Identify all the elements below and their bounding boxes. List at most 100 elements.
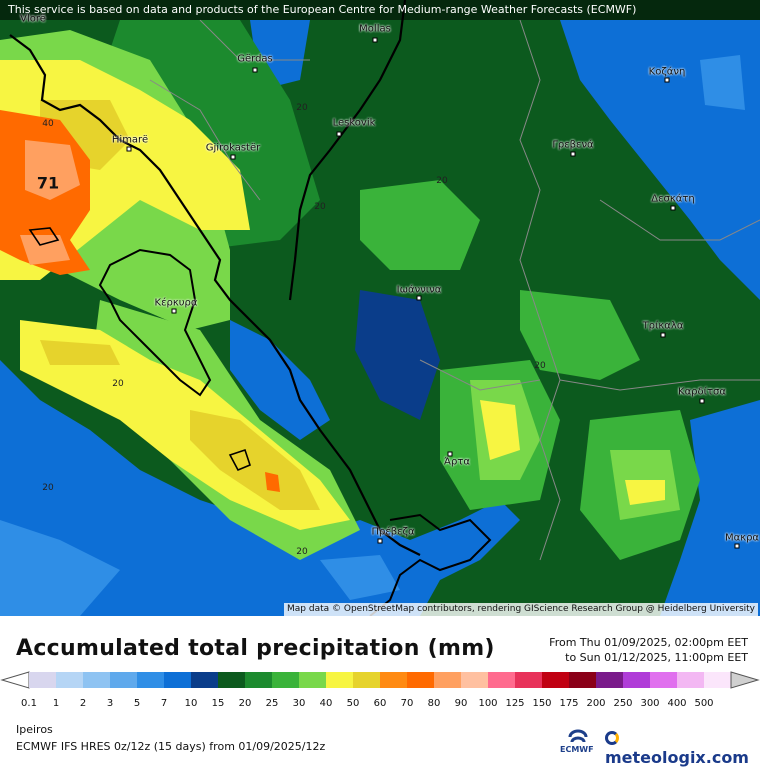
legend-tick-label: 125 [505, 698, 525, 709]
legend-tick-label: 400 [667, 698, 687, 709]
salmon-zone-2 [20, 235, 70, 265]
legend-swatch [29, 672, 56, 688]
legend-swatch [380, 672, 407, 688]
contour-label: 20 [112, 379, 124, 389]
border-albania-greece [288, 0, 407, 301]
legend-tick-label: 90 [454, 698, 468, 709]
legend-swatch [191, 672, 218, 688]
brand-text: meteologix.com [605, 748, 749, 767]
legend-swatch [704, 672, 731, 688]
meteologix-brand[interactable]: meteologix.com [605, 729, 760, 767]
contour-label: 20 [296, 547, 308, 557]
place-trikala: Τρίκαλα [642, 320, 684, 332]
orange-spot-coast [265, 472, 280, 492]
legend-swatch [542, 672, 569, 688]
legend-swatch [326, 672, 353, 688]
legend-tick-label: 30 [292, 698, 306, 709]
time-range-to: to Sun 01/12/2025, 11:00pm EET [565, 651, 748, 664]
time-range-from: From Thu 01/09/2025, 02:00pm EET [549, 636, 748, 649]
legend-swatch [272, 672, 299, 688]
legend-swatch [110, 672, 137, 688]
legend-tick-label: 70 [400, 698, 414, 709]
legend-tick-label: 3 [106, 698, 114, 709]
place-marker [664, 77, 670, 83]
legend-swatch [353, 672, 380, 688]
legend-arrow-left [0, 671, 30, 689]
model-info: ECMWF IFS HRES 0z/12z (15 days) from 01/… [16, 740, 326, 753]
legend-tick-label: 10 [184, 698, 198, 709]
legend-tick-label: 25 [265, 698, 279, 709]
place-himare: Himarë [111, 134, 149, 146]
map-canvas [0, 0, 760, 616]
place-arta: Άρτα [444, 456, 470, 468]
place-gjirokaster: Gjirokastër [205, 142, 261, 154]
legend-swatch [407, 672, 434, 688]
legend-tick-label: 50 [346, 698, 360, 709]
legend-swatch [623, 672, 650, 688]
meteologix-logo-icon [605, 731, 619, 745]
yellow-arta [480, 400, 520, 460]
blue-zone-southeast [660, 400, 760, 616]
place-marker [230, 154, 236, 160]
light-blue-spot [700, 55, 745, 110]
legend-swatch [488, 672, 515, 688]
island-outline-2 [28, 227, 60, 246]
legend-tick-label: 0.1 [21, 698, 37, 709]
legend-tick-label: 150 [532, 698, 552, 709]
place-marker [416, 295, 422, 301]
legend-tick-label: 5 [133, 698, 141, 709]
legend-tick-label: 100 [478, 698, 498, 709]
place-gerdas: Gërdas [237, 53, 273, 65]
ecmwf-logo-icon [568, 729, 588, 743]
blue-zone-coast [230, 320, 330, 440]
legend-tick-label: 15 [211, 698, 225, 709]
place-marker [699, 398, 705, 404]
legend-tick-label: 7 [160, 698, 168, 709]
corfu-outline [98, 248, 212, 397]
legend-swatch [650, 672, 677, 688]
legend-tick-label: 200 [586, 698, 606, 709]
place-mollas: Mollas [359, 23, 391, 35]
darkblue-zone-ioannina [355, 290, 440, 420]
blue-zone-south [0, 360, 520, 616]
light-blue-south [320, 555, 400, 600]
place-ioannina: Ιωάννινα [396, 284, 442, 296]
legend-swatch [434, 672, 461, 688]
green-zone-trikala [520, 290, 640, 380]
place-deskati: Δεσκάτη [651, 193, 695, 205]
contour-label: 40 [42, 119, 54, 129]
admin-boundaries [149, 19, 760, 561]
contour-label: 20 [42, 483, 54, 493]
legend-swatch [56, 672, 83, 688]
place-vlore: Vlorë [20, 13, 46, 25]
place-marker [570, 151, 576, 157]
legend-tick-label: 80 [427, 698, 441, 709]
ecmwf-logo-text: ECMWF [560, 745, 594, 754]
legend-tick-label: 300 [640, 698, 660, 709]
contour-label: 20 [534, 361, 546, 371]
place-marker [126, 146, 132, 152]
salmon-zone-max [25, 140, 80, 200]
olive-zone-3 [40, 340, 120, 365]
legend-swatch [515, 672, 542, 688]
coastline-ambracian [369, 513, 492, 616]
olive-zone-2 [190, 410, 320, 510]
place-kozani: Κοζάνη [648, 66, 686, 78]
color-legend [0, 671, 760, 689]
contour-label: 20 [296, 103, 308, 113]
island-outline-1 [228, 448, 251, 472]
legend-tick-label: 1 [52, 698, 60, 709]
light-blue-sw [0, 520, 120, 616]
region-name: Ipeiros [16, 723, 53, 736]
green-zone-center [360, 180, 480, 270]
place-marker [734, 543, 740, 549]
legend-tick-label: 60 [373, 698, 387, 709]
ecmwf-notice-banner: This service is based on data and produc… [0, 0, 760, 20]
legend-swatch [461, 672, 488, 688]
legend-tick-label: 500 [694, 698, 714, 709]
place-makra: Μακρα [724, 532, 760, 544]
legend-tick-label: 250 [613, 698, 633, 709]
place-marker [660, 332, 666, 338]
yellow-se [625, 480, 665, 505]
legend-swatch [596, 672, 623, 688]
